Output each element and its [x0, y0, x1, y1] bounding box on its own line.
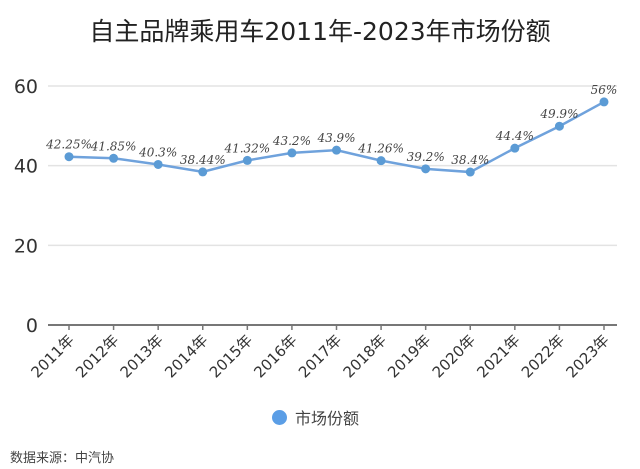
- y-tick-label: 0: [26, 315, 38, 337]
- x-tick-label: 2023年: [562, 331, 612, 381]
- x-tick-label: 2022年: [518, 331, 568, 381]
- legend[interactable]: 市场份额: [272, 405, 359, 429]
- x-tick-label: 2016年: [250, 331, 300, 381]
- x-tick-label: 2014年: [161, 331, 211, 381]
- data-point[interactable]: [599, 97, 609, 107]
- data-label: 43.2%: [272, 134, 311, 148]
- data-point[interactable]: [332, 145, 341, 155]
- data-label: 43.9%: [316, 131, 355, 145]
- x-tick-label: 2011年: [27, 331, 77, 381]
- y-tick-label: 40: [14, 156, 38, 178]
- data-label: 49.9%: [539, 107, 578, 121]
- data-point[interactable]: [64, 152, 74, 162]
- data-point[interactable]: [421, 164, 431, 174]
- data-point[interactable]: [376, 156, 386, 166]
- data-label: 40.3%: [138, 145, 177, 159]
- x-tick-label: 2021年: [473, 331, 523, 381]
- data-label: 44.4%: [495, 129, 534, 143]
- data-label: 56%: [591, 83, 618, 97]
- legend-marker-icon: [272, 409, 287, 425]
- x-tick-label: 2018年: [340, 331, 390, 381]
- data-label: 41.85%: [90, 139, 137, 153]
- data-label: 42.25%: [45, 138, 92, 152]
- data-point[interactable]: [153, 159, 163, 169]
- legend-label: 市场份额: [295, 409, 360, 428]
- x-tick-label: 2015年: [206, 331, 256, 381]
- data-point[interactable]: [510, 143, 520, 153]
- data-label: 38.44%: [180, 153, 226, 167]
- x-tick-label: 2012年: [72, 331, 122, 381]
- data-label: 41.32%: [223, 141, 270, 155]
- data-label: 39.2%: [407, 150, 445, 164]
- data-point[interactable]: [242, 155, 252, 165]
- data-point[interactable]: [109, 153, 119, 163]
- data-label: 41.26%: [357, 142, 404, 156]
- data-source-note: 数据来源：中汽协: [10, 451, 115, 466]
- x-tick-label: 2019年: [384, 331, 434, 381]
- y-tick-label: 60: [14, 76, 38, 98]
- data-point[interactable]: [287, 148, 297, 158]
- data-point[interactable]: [198, 167, 208, 177]
- x-tick-label: 2017年: [295, 331, 345, 381]
- x-tick-label: 2020年: [429, 331, 479, 381]
- x-tick-label: 2013年: [117, 331, 167, 381]
- data-point[interactable]: [465, 167, 475, 177]
- data-point[interactable]: [554, 121, 564, 131]
- y-tick-label: 20: [14, 235, 38, 257]
- chart-title: 自主品牌乘用车2011年-2023年市场份额: [89, 17, 551, 46]
- data-label: 38.4%: [451, 153, 489, 167]
